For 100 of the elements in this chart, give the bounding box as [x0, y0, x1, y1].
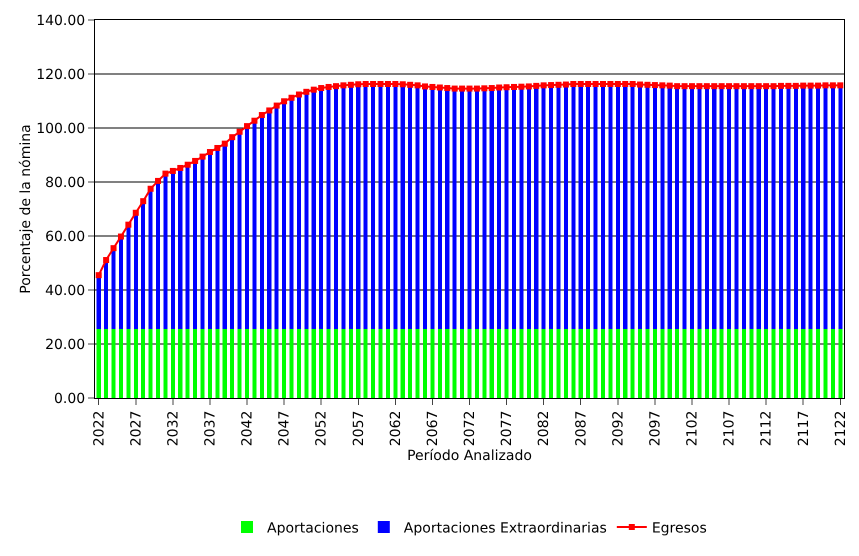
bar	[200, 329, 205, 398]
bar	[208, 329, 212, 398]
bar	[720, 329, 724, 398]
bar	[371, 329, 376, 398]
bar	[170, 329, 175, 398]
bar	[452, 329, 457, 398]
x-axis-title: Período Analizado	[407, 448, 532, 464]
bar	[600, 329, 606, 398]
bar	[267, 329, 272, 398]
bar	[578, 329, 583, 398]
bar	[215, 329, 220, 398]
legend-label: Aportaciones	[267, 520, 359, 536]
bar	[96, 329, 101, 398]
bar	[690, 329, 694, 398]
bar	[222, 329, 227, 398]
bar	[230, 329, 234, 398]
bar	[134, 329, 138, 398]
bar	[378, 329, 383, 398]
bar	[148, 329, 153, 398]
bar	[296, 329, 301, 398]
bar	[334, 329, 338, 398]
y-tick-label: 120.00	[36, 66, 86, 83]
bar	[282, 329, 286, 398]
bar	[660, 329, 664, 398]
bar	[356, 329, 360, 398]
bar	[668, 329, 672, 398]
bar	[312, 329, 316, 398]
bar	[830, 329, 835, 398]
x-tick-label: 2042	[240, 410, 256, 446]
bar	[838, 329, 842, 398]
x-tick-label: 2087	[573, 410, 590, 446]
bar	[490, 329, 494, 398]
x-tick-label: 2112	[758, 410, 775, 446]
y-tick-label: 140.00	[36, 12, 86, 29]
bar	[386, 329, 390, 398]
bar	[482, 329, 486, 398]
bar	[238, 329, 242, 398]
bar	[126, 329, 130, 398]
bar	[652, 329, 657, 398]
bar	[474, 329, 479, 398]
bar	[260, 329, 264, 398]
bar	[542, 329, 546, 398]
bar	[756, 329, 761, 398]
x-tick-label: 2067	[424, 410, 441, 446]
bar	[186, 329, 190, 398]
legend-label: Aportaciones Extraordinarias	[404, 520, 607, 536]
bar	[348, 329, 353, 398]
bar	[178, 329, 182, 398]
bar	[512, 329, 516, 398]
x-tick-label: 2097	[647, 410, 664, 446]
bar	[623, 329, 628, 398]
x-tick-label: 2022	[91, 410, 108, 446]
legend-label: Egresos	[652, 520, 707, 536]
x-tick-label: 2117	[796, 410, 812, 446]
bar	[801, 329, 806, 398]
x-tick-label: 2082	[536, 410, 552, 446]
x-tick-label: 2122	[832, 410, 849, 446]
bar	[794, 329, 798, 398]
bar	[252, 329, 256, 398]
y-tick-label: 100.00	[36, 120, 86, 137]
bar	[156, 329, 160, 398]
bar	[416, 329, 420, 398]
bar	[816, 329, 820, 398]
bar	[289, 329, 294, 398]
bar	[104, 329, 108, 398]
bar	[326, 329, 331, 398]
y-tick-label: 0.00	[54, 390, 86, 407]
bar	[304, 329, 308, 398]
bar	[675, 329, 680, 398]
y-tick-label: 40.00	[45, 282, 86, 299]
y-tick-label: 20.00	[45, 336, 86, 353]
bar	[467, 329, 472, 398]
bar	[319, 329, 324, 398]
x-tick-label: 2102	[684, 410, 701, 446]
x-tick-label: 2037	[202, 410, 218, 446]
bar	[571, 329, 576, 398]
bar	[519, 329, 524, 398]
bar	[364, 329, 368, 398]
bar	[408, 329, 412, 398]
bar	[734, 329, 739, 398]
bar	[586, 329, 590, 398]
bar	[422, 329, 428, 398]
y-axis-title: Porcentaje de la nómina	[18, 124, 34, 294]
bar	[712, 329, 716, 398]
bar	[786, 329, 790, 398]
bar	[727, 329, 732, 398]
bar	[608, 329, 612, 398]
bar	[341, 329, 346, 398]
y-tick-label: 60.00	[45, 228, 86, 245]
bar	[808, 329, 813, 398]
bar	[638, 329, 642, 398]
bar	[549, 329, 554, 398]
x-tick-label: 2062	[388, 410, 404, 446]
bar	[682, 329, 687, 398]
x-tick-label: 2077	[499, 410, 516, 446]
x-tick-label: 2032	[165, 410, 182, 446]
bar	[749, 329, 754, 398]
bar	[244, 329, 250, 398]
bar	[534, 329, 538, 398]
bar	[400, 329, 405, 398]
